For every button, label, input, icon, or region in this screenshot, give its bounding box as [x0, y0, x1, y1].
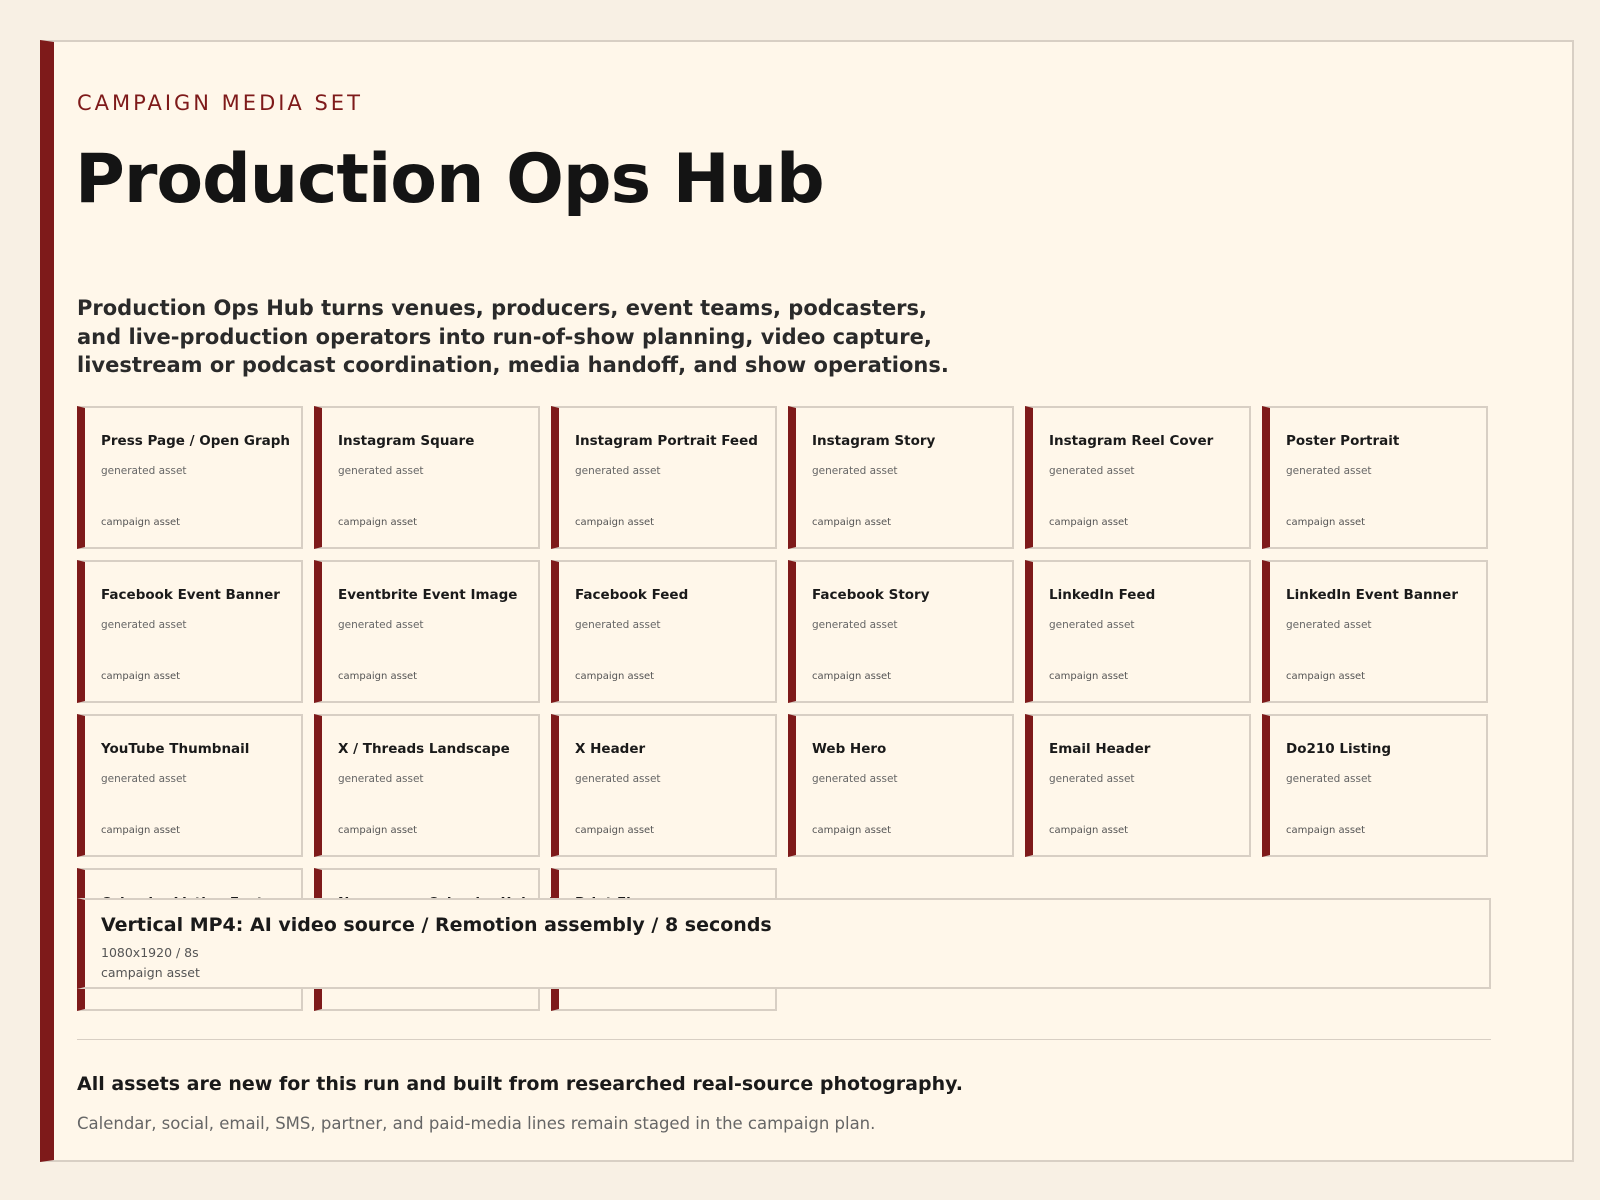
asset-tag: campaign asset	[338, 825, 418, 836]
asset-status: generated asset	[1049, 465, 1135, 477]
asset-tag: campaign asset	[101, 825, 181, 836]
asset-title: Instagram Portrait Feed	[575, 433, 758, 449]
asset-tag: campaign asset	[812, 517, 892, 528]
asset-tag: campaign asset	[1049, 825, 1129, 836]
asset-card: Web Hero generated asset campaign asset	[788, 714, 1014, 857]
asset-tag: campaign asset	[575, 517, 655, 528]
asset-status: generated asset	[1049, 619, 1135, 631]
asset-status: generated asset	[1286, 619, 1372, 631]
asset-tag: campaign asset	[338, 517, 418, 528]
asset-card: X / Threads Landscape generated asset camp…	[314, 714, 540, 857]
asset-card: Instagram Square generated asset campaign …	[314, 406, 540, 549]
asset-title: Web Hero	[812, 741, 887, 757]
asset-status: generated asset	[812, 773, 898, 785]
asset-status: generated asset	[812, 465, 898, 477]
asset-card: Facebook Event Banner generated asset camp…	[77, 560, 303, 703]
asset-card: Press Page / Open Graph generated asset ca…	[77, 406, 303, 549]
asset-status: generated asset	[812, 619, 898, 631]
footer-headline: All assets are new for this run and buil…	[77, 1073, 963, 1095]
eyebrow: CAMPAIGN MEDIA SET	[77, 91, 363, 115]
asset-status: generated asset	[575, 619, 661, 631]
asset-card: Instagram Reel Cover generated asset campa…	[1025, 406, 1251, 549]
asset-card: Poster Portrait generated asset campaign a…	[1262, 406, 1488, 549]
asset-card: YouTube Thumbnail generated asset campaign…	[77, 714, 303, 857]
asset-title: Instagram Reel Cover	[1049, 433, 1214, 449]
asset-status: generated asset	[1286, 465, 1372, 477]
description: Production Ops Hub turns venues, produce…	[77, 296, 949, 377]
feature-tag: campaign asset	[101, 965, 200, 980]
asset-title: YouTube Thumbnail	[101, 741, 250, 757]
asset-title: LinkedIn Event Banner	[1286, 587, 1458, 603]
asset-title: Eventbrite Event Image	[338, 587, 518, 603]
asset-card: Do210 Listing generated asset campaign ass…	[1262, 714, 1488, 857]
asset-title: X Header	[575, 741, 646, 757]
campaign-panel: CAMPAIGN MEDIA SET Production Ops Hub Pr…	[40, 40, 1574, 1162]
asset-title: Facebook Event Banner	[101, 587, 280, 603]
asset-title: Email Header	[1049, 741, 1151, 757]
divider	[77, 1039, 1491, 1040]
asset-status: generated asset	[338, 465, 424, 477]
asset-card: Facebook Feed generated asset campaign ass…	[551, 560, 777, 703]
asset-card: Instagram Story generated asset campaign a…	[788, 406, 1014, 549]
asset-title: Instagram Story	[812, 433, 936, 449]
asset-card: Instagram Portrait Feed generated asset ca…	[551, 406, 777, 549]
asset-tag: campaign asset	[1049, 517, 1129, 528]
feature-title: Vertical MP4: AI video source / Remotion…	[101, 914, 772, 936]
asset-tag: campaign asset	[1286, 825, 1366, 836]
asset-tag: campaign asset	[812, 671, 892, 682]
asset-title: Facebook Feed	[575, 587, 689, 603]
page-title: Production Ops Hub	[75, 140, 825, 219]
asset-status: generated asset	[338, 619, 424, 631]
asset-tag: campaign asset	[101, 671, 181, 682]
asset-card: Facebook Story generated asset campaign as…	[788, 560, 1014, 703]
asset-status: generated asset	[338, 773, 424, 785]
asset-tag: campaign asset	[575, 825, 655, 836]
asset-status: generated asset	[575, 465, 661, 477]
asset-card: LinkedIn Event Banner generated asset camp…	[1262, 560, 1488, 703]
asset-title: Instagram Square	[338, 433, 475, 449]
asset-title: LinkedIn Feed	[1049, 587, 1156, 603]
asset-title: Press Page / Open Graph	[101, 433, 290, 449]
feature-spec: 1080x1920 / 8s	[101, 945, 199, 960]
asset-status: generated asset	[101, 465, 187, 477]
asset-tag: campaign asset	[812, 825, 892, 836]
asset-status: generated asset	[101, 773, 187, 785]
asset-card: Eventbrite Event Image generated asset cam…	[314, 560, 540, 703]
footer-note: Calendar, social, email, SMS, partner, a…	[77, 1114, 876, 1133]
asset-title: Poster Portrait	[1286, 433, 1400, 449]
asset-card: LinkedIn Feed generated asset campaign ass…	[1025, 560, 1251, 703]
asset-status: generated asset	[1049, 773, 1135, 785]
asset-status: generated asset	[1286, 773, 1372, 785]
asset-title: X / Threads Landscape	[338, 741, 510, 757]
asset-tag: campaign asset	[101, 517, 181, 528]
asset-tag: campaign asset	[338, 671, 418, 682]
feature-card: Vertical MP4: AI video source / Remotion…	[77, 898, 1491, 989]
asset-title: Do210 Listing	[1286, 741, 1391, 757]
asset-tag: campaign asset	[1286, 517, 1366, 528]
asset-tag: campaign asset	[1049, 671, 1129, 682]
asset-card: Email Header generated asset campaign asse…	[1025, 714, 1251, 857]
asset-tag: campaign asset	[575, 671, 655, 682]
asset-title: Facebook Story	[812, 587, 930, 603]
asset-status: generated asset	[575, 773, 661, 785]
asset-card: X Header generated asset campaign asset	[551, 714, 777, 857]
asset-tag: campaign asset	[1286, 671, 1366, 682]
asset-status: generated asset	[101, 619, 187, 631]
